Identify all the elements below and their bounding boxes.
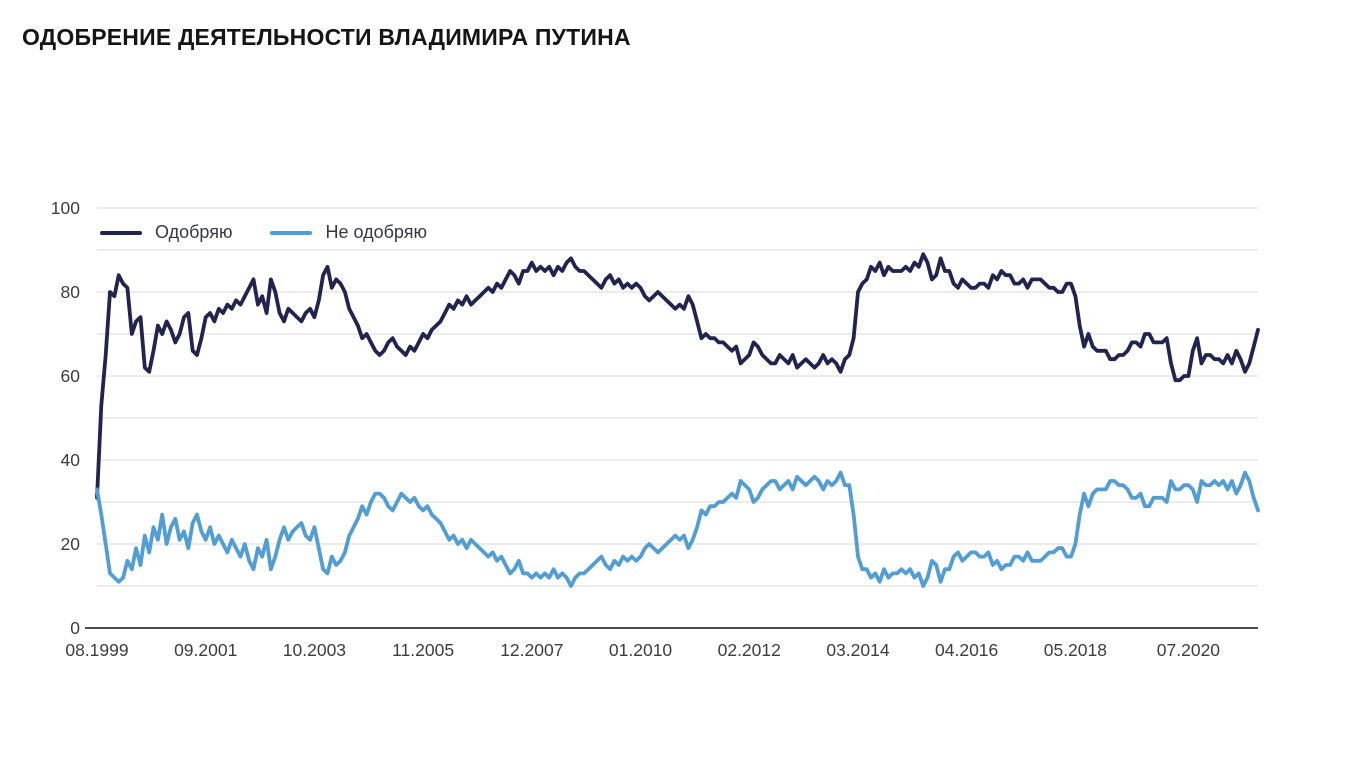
- x-tick-label-05.2018: 05.2018: [1044, 640, 1107, 660]
- y-tick-label-20: 20: [61, 534, 81, 554]
- y-tick-label-100: 100: [51, 198, 80, 218]
- x-tick-label-11.2005: 11.2005: [392, 640, 454, 660]
- disapprove-line: [95, 470, 1260, 588]
- approve-line-swatch: [100, 230, 142, 235]
- x-tick-label-03.2014: 03.2014: [826, 640, 890, 660]
- y-tick-label-80: 80: [61, 282, 81, 302]
- approve-legend-label: Одобряю: [155, 222, 233, 242]
- y-tick-label-60: 60: [61, 366, 81, 386]
- legend-item-approve[interactable]: Одобряю: [100, 222, 232, 243]
- x-tick-label-01.2010: 01.2010: [609, 640, 673, 660]
- x-tick-label-04.2016: 04.2016: [935, 640, 998, 660]
- legend-item-disapprove[interactable]: Не одобряю: [270, 222, 427, 243]
- x-tick-label-08.1999: 08.1999: [65, 640, 128, 660]
- x-tick-label-02.2012: 02.2012: [718, 640, 781, 660]
- disapprove-legend-label: Не одобряю: [325, 222, 427, 242]
- x-tick-label-10.2003: 10.2003: [283, 640, 346, 660]
- approve-line: [95, 252, 1260, 500]
- y-tick-label-0: 0: [70, 618, 80, 638]
- x-tick-label-09.2001: 09.2001: [174, 640, 237, 660]
- x-tick-label-12.2007: 12.2007: [500, 640, 563, 660]
- chart-title: ОДОБРЕНИЕ ДЕЯТЕЛЬНОСТИ ВЛАДИМИРА ПУТИНА: [22, 24, 631, 50]
- y-tick-label-40: 40: [61, 450, 81, 470]
- disapprove-line-swatch: [270, 230, 313, 235]
- legend: Одобряю Не одобряю: [100, 222, 427, 243]
- x-tick-label-07.2020: 07.2020: [1157, 640, 1221, 660]
